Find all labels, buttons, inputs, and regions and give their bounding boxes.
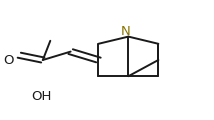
Text: O: O [4, 54, 14, 66]
Text: OH: OH [31, 90, 52, 103]
Text: N: N [120, 25, 130, 38]
